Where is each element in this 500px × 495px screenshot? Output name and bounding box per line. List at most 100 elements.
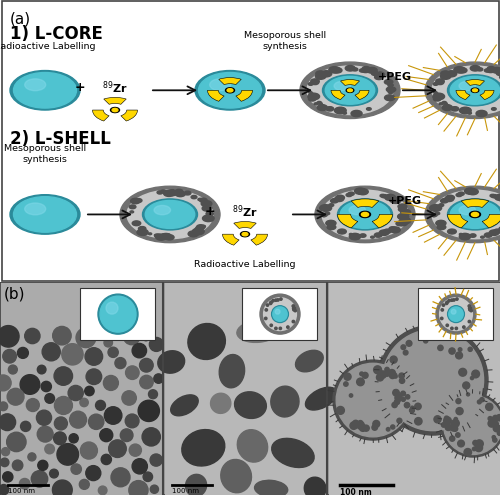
Circle shape	[392, 402, 398, 407]
Circle shape	[472, 89, 478, 92]
Circle shape	[351, 235, 358, 239]
Circle shape	[346, 65, 355, 71]
Circle shape	[164, 234, 171, 238]
Circle shape	[0, 326, 19, 347]
Circle shape	[452, 426, 458, 431]
Circle shape	[456, 433, 460, 437]
Circle shape	[129, 205, 136, 209]
Circle shape	[140, 358, 153, 372]
Circle shape	[434, 416, 441, 423]
Circle shape	[446, 104, 449, 106]
Circle shape	[329, 67, 340, 73]
Circle shape	[400, 391, 406, 396]
Circle shape	[346, 88, 354, 93]
Circle shape	[451, 107, 458, 111]
Wedge shape	[351, 199, 379, 207]
Circle shape	[360, 372, 364, 376]
Circle shape	[316, 73, 326, 79]
Circle shape	[333, 68, 342, 73]
Circle shape	[176, 191, 186, 197]
Circle shape	[404, 402, 409, 408]
Circle shape	[340, 200, 390, 228]
Circle shape	[459, 81, 475, 91]
Circle shape	[52, 326, 71, 345]
Wedge shape	[482, 214, 500, 228]
Circle shape	[312, 80, 318, 85]
Circle shape	[471, 88, 479, 93]
Circle shape	[28, 453, 36, 461]
Ellipse shape	[237, 320, 281, 343]
Circle shape	[20, 479, 30, 489]
Circle shape	[363, 425, 369, 431]
Circle shape	[14, 197, 76, 232]
Circle shape	[314, 103, 318, 105]
Circle shape	[2, 472, 13, 482]
Circle shape	[20, 375, 40, 395]
Circle shape	[388, 91, 393, 94]
Circle shape	[150, 485, 158, 494]
Circle shape	[496, 415, 500, 421]
Circle shape	[390, 372, 396, 379]
Circle shape	[454, 67, 465, 73]
Ellipse shape	[182, 430, 225, 466]
Circle shape	[436, 79, 444, 84]
Circle shape	[362, 66, 370, 71]
Circle shape	[330, 198, 338, 203]
Circle shape	[384, 95, 395, 100]
Circle shape	[374, 71, 378, 73]
Circle shape	[80, 442, 98, 459]
Circle shape	[104, 407, 122, 424]
Circle shape	[398, 220, 407, 226]
Text: 100 nm: 100 nm	[8, 488, 35, 494]
Ellipse shape	[158, 351, 184, 373]
Circle shape	[292, 308, 295, 311]
Circle shape	[154, 234, 158, 237]
Circle shape	[0, 485, 9, 495]
Circle shape	[127, 190, 213, 239]
Circle shape	[350, 394, 352, 397]
Circle shape	[470, 211, 480, 217]
Text: Mesoporous shell
synthesis: Mesoporous shell synthesis	[244, 31, 326, 51]
Circle shape	[370, 236, 374, 238]
Circle shape	[424, 339, 428, 343]
Circle shape	[184, 191, 191, 195]
Circle shape	[440, 317, 443, 320]
Circle shape	[8, 365, 18, 374]
Circle shape	[401, 205, 404, 207]
Text: (b): (b)	[4, 286, 26, 301]
Circle shape	[198, 72, 262, 108]
Ellipse shape	[272, 439, 314, 467]
Circle shape	[161, 234, 171, 239]
Circle shape	[396, 221, 404, 226]
Circle shape	[445, 424, 452, 431]
Wedge shape	[222, 234, 239, 245]
Wedge shape	[338, 214, 358, 228]
Circle shape	[86, 466, 101, 481]
Circle shape	[272, 306, 288, 323]
Circle shape	[374, 233, 382, 237]
Circle shape	[492, 436, 496, 439]
Circle shape	[484, 69, 490, 72]
Circle shape	[450, 200, 500, 228]
Circle shape	[404, 350, 408, 355]
Circle shape	[120, 186, 220, 243]
Circle shape	[155, 234, 162, 238]
Circle shape	[321, 213, 327, 217]
Circle shape	[470, 234, 476, 237]
Circle shape	[444, 396, 500, 454]
Circle shape	[399, 373, 404, 379]
Circle shape	[406, 395, 410, 399]
Wedge shape	[331, 90, 345, 99]
Circle shape	[352, 68, 358, 71]
Circle shape	[448, 306, 464, 323]
Circle shape	[270, 324, 272, 327]
Circle shape	[108, 440, 126, 457]
Circle shape	[360, 211, 370, 217]
Circle shape	[343, 112, 346, 114]
Circle shape	[41, 381, 51, 392]
Circle shape	[470, 307, 472, 310]
Circle shape	[20, 421, 30, 432]
Circle shape	[439, 103, 443, 105]
Circle shape	[488, 420, 496, 427]
Wedge shape	[121, 110, 138, 121]
